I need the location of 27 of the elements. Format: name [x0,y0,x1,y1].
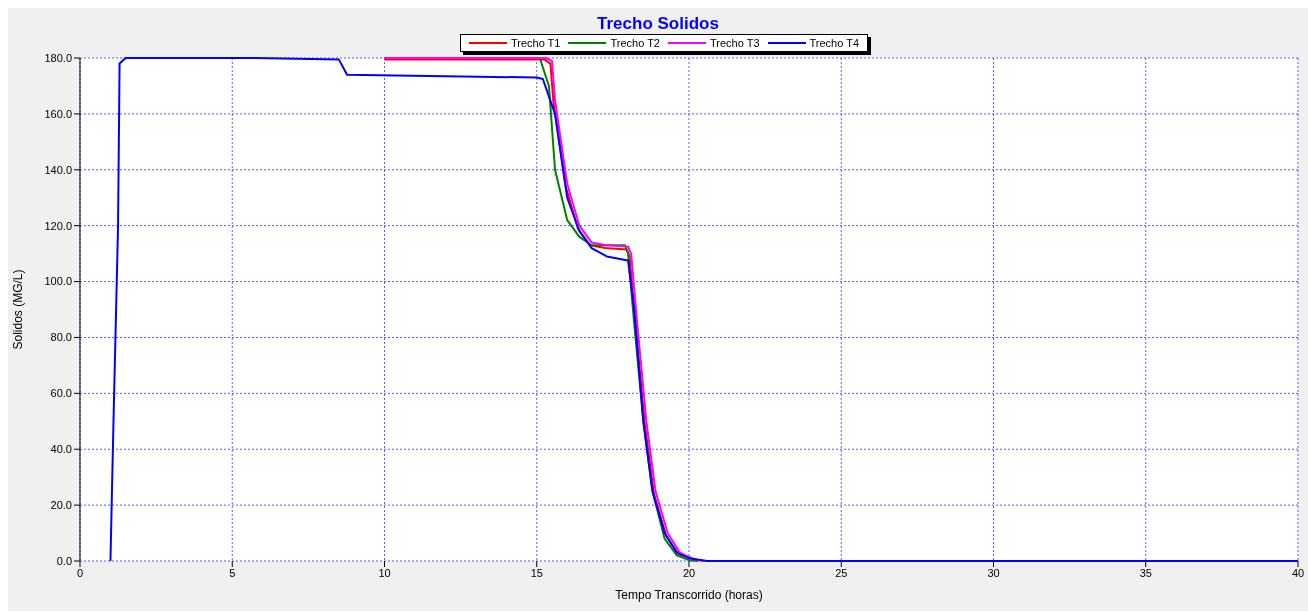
y-tick-label: 100.0 [44,275,72,288]
x-tick-label: 20 [682,566,696,579]
x-tick-label: 25 [835,566,848,579]
y-tick-label: 0.0 [56,554,72,567]
y-tick-label: 80.0 [50,331,72,344]
x-tick-label: 5 [229,566,236,579]
line-series [109,57,1299,562]
y-tick-label: 180.0 [44,51,72,64]
x-tick-label: 40 [1291,566,1305,579]
legend-label: Trecho T2 [610,37,660,49]
y-axis-title: Solidos (MG/L) [11,269,26,350]
x-tick-label: 30 [987,566,1000,579]
x-tick-label: 35 [1139,566,1152,579]
y-tick-label: 160.0 [44,107,72,120]
y-tick-label: 60.0 [50,387,72,400]
y-tick-label: 120.0 [44,219,72,232]
x-tick-label: 15 [530,566,543,579]
x-axis-title: Tempo Transcorrido (horas) [615,588,763,602]
y-tick-label: 40.0 [50,443,72,456]
y-tick-label: 140.0 [44,163,72,176]
x-tick-label: 0 [76,566,84,579]
legend-label: Trecho T4 [809,37,860,49]
x-tick-label: 10 [378,566,391,579]
legend-label: Trecho T3 [710,37,760,49]
chart-title: Trecho Solidos [596,13,720,35]
legend-label: Trecho T1 [510,37,561,49]
y-tick-label: 20.0 [50,499,72,512]
